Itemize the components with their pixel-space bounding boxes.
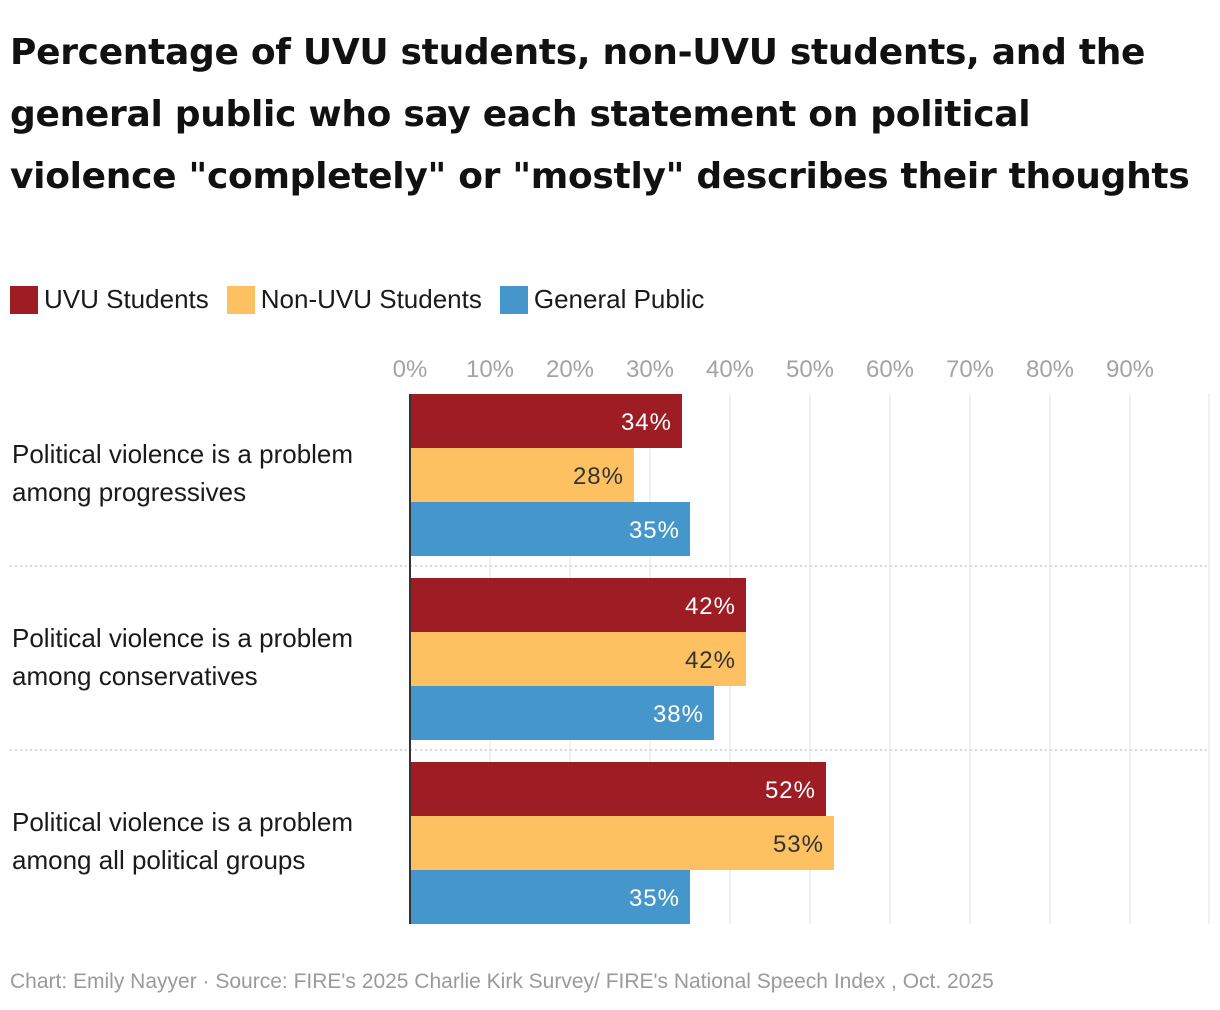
x-tick-label: 60%: [866, 356, 914, 383]
x-tick-label: 50%: [786, 356, 834, 383]
category-label-line: among progressives: [12, 477, 246, 507]
x-tick-label: 10%: [466, 356, 514, 383]
bar-value-label: 34%: [621, 409, 672, 436]
bar-value-label: 42%: [685, 647, 736, 674]
bar: [410, 448, 634, 502]
category-label-line: Political violence is a problem: [12, 807, 353, 837]
x-tick-label: 70%: [946, 356, 994, 383]
legend-label-uvu-students: UVU Students: [44, 284, 209, 314]
bar-value-label: 42%: [685, 593, 736, 620]
chart-title: Percentage of UVU students, non-UVU stud…: [10, 32, 1190, 197]
bar: [410, 870, 690, 924]
legend-swatch-general-public: [499, 285, 528, 314]
x-tick-label: 40%: [706, 356, 754, 383]
legend-item-uvu-students: UVU Students: [10, 284, 209, 315]
category-label: Political violence is a problem among all…: [12, 807, 353, 875]
bar-value-label: 53%: [773, 831, 824, 858]
x-tick-label: 30%: [626, 356, 674, 383]
bar: [410, 762, 826, 816]
legend-item-non-uvu-students: Non-UVU Students: [226, 284, 482, 315]
bar-value-label: 35%: [629, 517, 680, 544]
category-label-line: Political violence is a problem: [12, 439, 353, 469]
bar: [410, 578, 746, 632]
category-label-line: among conservatives: [12, 661, 258, 691]
legend-swatch-uvu-students: [10, 285, 38, 314]
legend-item-general-public: General Public: [499, 284, 705, 315]
bar: [410, 686, 714, 740]
bar: [410, 816, 834, 870]
footer: Chart: Emily Nayyer · Source: FIRE's 202…: [10, 970, 994, 994]
x-tick-label: 80%: [1026, 356, 1074, 383]
bar: [410, 394, 682, 448]
bar-value-label: 28%: [573, 463, 624, 490]
x-tick-label: 0%: [393, 356, 428, 383]
legend-swatch-non-uvu-students: [226, 285, 255, 314]
category-label: Political violence is a problem among con…: [12, 623, 353, 691]
footer-credit: Chart: Emily Nayyer: [10, 970, 197, 993]
category-label-line: Political violence is a problem: [12, 623, 353, 653]
category-label-line: among all political groups: [12, 845, 305, 875]
bar: [410, 632, 746, 686]
bar-chart: 0% 10% 20% 30% 40% 50% 60% 70% 80% 90%34%28%35%Po…: [10, 356, 1210, 924]
legend: UVU Students Non-UVU Students General Pu…: [10, 284, 722, 315]
legend-label-non-uvu-students: Non-UVU Students: [260, 284, 482, 314]
legend-label-general-public: General Public: [533, 284, 705, 314]
footer-separator: ·: [196, 970, 216, 993]
bar-value-label: 38%: [653, 701, 704, 728]
bar-value-label: 52%: [765, 777, 816, 804]
x-tick-label: 20%: [546, 356, 594, 383]
category-label: Political violence is a problem among pro…: [12, 439, 353, 507]
bar-value-label: 35%: [629, 885, 680, 912]
x-tick-label: 90%: [1106, 356, 1154, 383]
bar: [410, 502, 690, 556]
footer-source: Source: FIRE's 2025 Charlie Kirk Survey/…: [215, 970, 994, 993]
